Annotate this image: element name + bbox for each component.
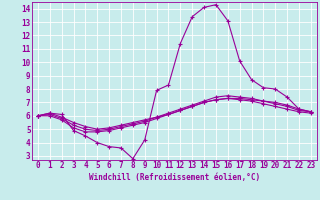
- X-axis label: Windchill (Refroidissement éolien,°C): Windchill (Refroidissement éolien,°C): [89, 173, 260, 182]
